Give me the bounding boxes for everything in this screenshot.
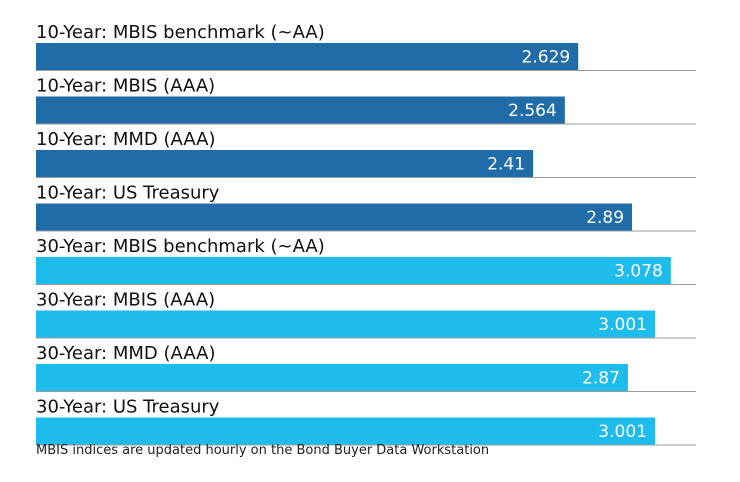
bar-10-year-mbis-benchmark-aa <box>36 43 579 70</box>
category-label-30-year-us-treasury: 30-Year: US Treasury <box>36 397 220 418</box>
category-label-30-year-mbis-benchmark-aa: 30-Year: MBIS benchmark (~AA) <box>36 236 325 257</box>
value-label-10-year-mbis-benchmark-aa: 2.629 <box>522 48 571 68</box>
bar-10-year-mbis-aaa <box>36 96 565 124</box>
value-label-10-year-mmd-aaa: 2.41 <box>487 155 525 175</box>
bar-10-year-mmd-aaa <box>36 150 534 177</box>
bar-30-year-mbis-benchmark-aa <box>36 257 671 284</box>
category-label-10-year-mmd-aaa: 10-Year: MMD (AAA) <box>36 129 215 150</box>
category-label-30-year-mmd-aaa: 30-Year: MMD (AAA) <box>36 343 215 364</box>
category-label-10-year-us-treasury: 10-Year: US Treasury <box>36 183 220 204</box>
category-label-10-year-mbis-benchmark-aa: 10-Year: MBIS benchmark (~AA) <box>36 22 325 43</box>
value-label-10-year-us-treasury: 2.89 <box>586 208 624 228</box>
category-label-10-year-mbis-aaa: 10-Year: MBIS (AAA) <box>36 76 215 97</box>
value-label-30-year-mbis-benchmark-aa: 3.078 <box>614 262 663 282</box>
footnote: MBIS indices are updated hourly on the B… <box>36 443 490 458</box>
value-label-30-year-mmd-aaa: 2.87 <box>582 369 620 389</box>
value-label-10-year-mbis-aaa: 2.564 <box>508 101 557 121</box>
value-label-30-year-mbis-aaa: 3.001 <box>598 315 647 335</box>
value-label-30-year-us-treasury: 3.001 <box>598 422 647 442</box>
bar-30-year-us-treasury <box>36 417 655 445</box>
bar-30-year-mbis-aaa <box>36 310 655 338</box>
bar-10-year-us-treasury <box>36 203 633 231</box>
category-label-30-year-mbis-aaa: 30-Year: MBIS (AAA) <box>36 290 215 311</box>
bar-30-year-mmd-aaa <box>36 364 628 391</box>
